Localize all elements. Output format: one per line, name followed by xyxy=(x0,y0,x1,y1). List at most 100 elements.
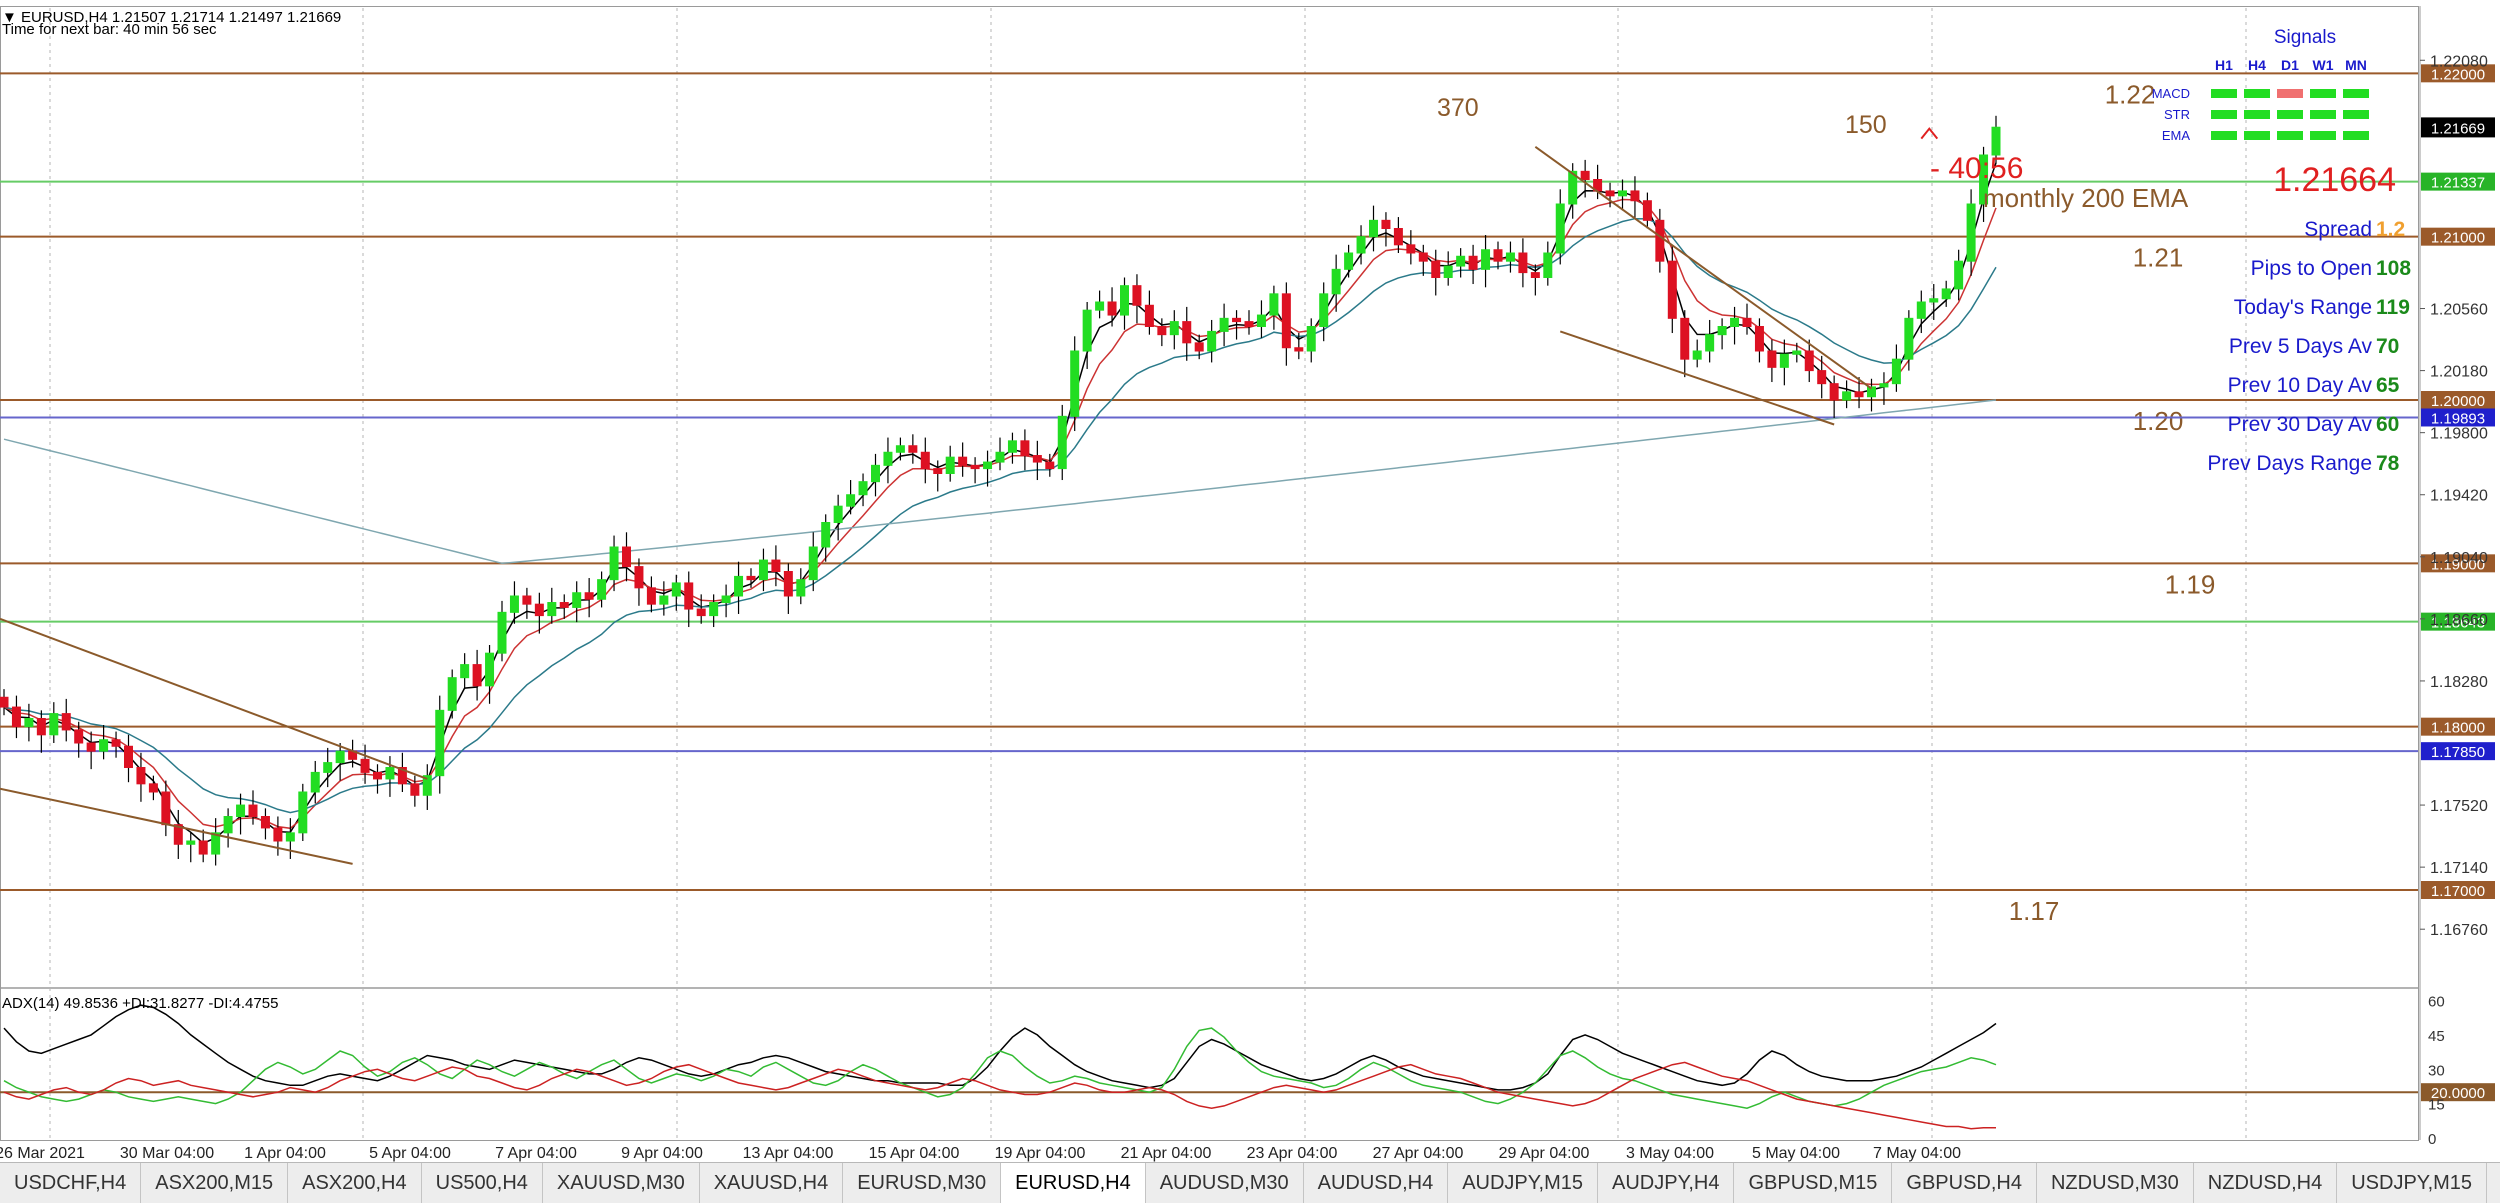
tab-gbpusd-m15[interactable]: GBPUSD,M15 xyxy=(1734,1163,1893,1203)
info-label-0: Spread xyxy=(2304,218,2372,241)
adx-level-badge xyxy=(2421,1083,2495,1102)
candle-body xyxy=(385,767,395,780)
candle-body xyxy=(597,579,607,600)
candle-body xyxy=(1020,440,1030,457)
candle-body xyxy=(1904,317,1914,360)
candle-body xyxy=(709,602,719,617)
candle-body xyxy=(1692,350,1702,360)
candle-body xyxy=(1281,293,1291,349)
candle-body xyxy=(1854,391,1864,398)
candle-body xyxy=(1891,358,1901,385)
tab-us500-h4[interactable]: US500,H4 xyxy=(422,1163,543,1203)
signal-macd-mn xyxy=(2343,89,2369,98)
tab-audusd-m30[interactable]: AUDUSD,M30 xyxy=(1146,1163,1304,1203)
candle-body xyxy=(1082,309,1092,352)
tab-us[interactable]: US xyxy=(2487,1163,2500,1203)
candle-body xyxy=(111,739,121,747)
level-1.17850-badge-text: 1.17850 xyxy=(2431,744,2485,761)
signal-timeframe-h1: H1 xyxy=(2215,57,2233,73)
level-1.19893-badge xyxy=(2421,408,2495,427)
candle-body xyxy=(1169,321,1179,336)
countdown-label: - 40:56 xyxy=(1930,152,2023,185)
candle-body xyxy=(808,546,818,581)
candle-body xyxy=(1580,170,1590,180)
candle-body xyxy=(1070,350,1080,417)
candle-body xyxy=(1032,455,1042,463)
candle-body xyxy=(1120,285,1129,316)
price-chart[interactable]: 1.221.211.201.191.17 1.220001.210001.200… xyxy=(0,0,2500,1162)
tab-audjpy-m15[interactable]: AUDJPY,M15 xyxy=(1448,1163,1598,1203)
grid-lines xyxy=(0,6,2421,1141)
tab-eurusd-m30[interactable]: EURUSD,M30 xyxy=(843,1163,1002,1203)
candle-body xyxy=(1779,353,1789,368)
candle-body xyxy=(373,771,382,780)
candlesticks xyxy=(0,115,2001,866)
level-1.17-label: 1.17 xyxy=(2009,896,2060,926)
signal-row-label: STR xyxy=(2164,107,2190,122)
candle-body xyxy=(186,840,196,845)
candle-body xyxy=(1107,301,1117,316)
price-tick-label: 1.18660 xyxy=(2430,612,2488,629)
price-tick-label: 1.19040 xyxy=(2430,550,2488,567)
candle-body xyxy=(1381,219,1391,229)
candle-body xyxy=(796,579,806,597)
time-tick-label: 7 May 04:00 xyxy=(1873,1145,1961,1162)
trendline-upper-left xyxy=(0,617,428,780)
price-tick-label: 1.19420 xyxy=(2430,488,2488,505)
tab-asx200-h4[interactable]: ASX200,H4 xyxy=(288,1163,422,1203)
price-tick-label: 1.20560 xyxy=(2430,302,2488,319)
tab-gbpusd-h4[interactable]: GBPUSD,H4 xyxy=(1892,1163,2037,1203)
candle-body xyxy=(883,451,893,466)
candle-body xyxy=(995,451,1005,463)
price-tick-label: 1.19800 xyxy=(2430,426,2488,443)
candle-body xyxy=(1792,350,1802,355)
tab-xauusd-h4[interactable]: XAUUSD,H4 xyxy=(700,1163,844,1203)
tab-eurusd-h4[interactable]: EURUSD,H4 xyxy=(1001,1163,1146,1203)
tab-xauusd-m30[interactable]: XAUUSD,M30 xyxy=(543,1163,700,1203)
time-tick-label: 5 Apr 04:00 xyxy=(369,1145,451,1162)
tab-nzdusd-h4[interactable]: NZDUSD,H4 xyxy=(2194,1163,2338,1203)
candle-body xyxy=(1095,301,1105,311)
time-tick-label: 15 Apr 04:00 xyxy=(869,1145,960,1162)
candle-body xyxy=(758,559,768,581)
signal-macd-d1 xyxy=(2277,89,2303,98)
candle-body xyxy=(1493,249,1503,262)
candle-body xyxy=(920,451,930,470)
candle-body xyxy=(1045,461,1055,470)
candle-body xyxy=(1468,255,1478,270)
candle-body xyxy=(659,595,669,605)
signal-str-w1 xyxy=(2310,110,2336,119)
candle-body xyxy=(1929,298,1939,303)
tab-asx200-m15[interactable]: ASX200,M15 xyxy=(141,1163,289,1203)
candle-body xyxy=(1207,330,1217,352)
level-1.17-badge xyxy=(2421,881,2495,899)
tab-nzdusd-m30[interactable]: NZDUSD,M30 xyxy=(2037,1163,2194,1203)
signal-ema-h1 xyxy=(2211,131,2237,140)
ema-fast-line xyxy=(3,162,1997,845)
info-value-6: 78 xyxy=(2376,452,2400,475)
candle-body xyxy=(671,582,681,597)
tab-usdjpy-m15[interactable]: USDJPY,M15 xyxy=(2337,1163,2488,1203)
trendline-lower-left xyxy=(0,787,353,865)
candle-body xyxy=(821,522,831,548)
adx-tick-label: 0 xyxy=(2428,1131,2436,1148)
candle-body xyxy=(410,783,420,796)
candle-body xyxy=(36,718,46,736)
time-tick-label: 1 Apr 04:00 xyxy=(244,1145,326,1162)
level-1.19-badge xyxy=(2421,554,2495,573)
signal-macd-w1 xyxy=(2310,89,2336,98)
candle-body xyxy=(397,767,407,785)
tab-audjpy-h4[interactable]: AUDJPY,H4 xyxy=(1598,1163,1735,1203)
level-1.19-badge-text: 1.19000 xyxy=(2431,556,2485,573)
candle-body xyxy=(1518,252,1528,274)
signals-panel: Signals H1 H4 D1 W1 MN MACD STR EMA xyxy=(2152,27,2369,143)
price-tick-label: 1.16760 xyxy=(2430,922,2488,939)
candle-body xyxy=(1194,342,1204,352)
tab-usdchf-h4[interactable]: USDCHF,H4 xyxy=(0,1163,142,1203)
candle-body xyxy=(1618,190,1627,197)
signal-str-mn xyxy=(2343,110,2369,119)
candle-body xyxy=(1481,249,1491,270)
tab-audusd-h4[interactable]: AUDUSD,H4 xyxy=(1304,1163,1449,1203)
candle-body xyxy=(49,713,59,736)
